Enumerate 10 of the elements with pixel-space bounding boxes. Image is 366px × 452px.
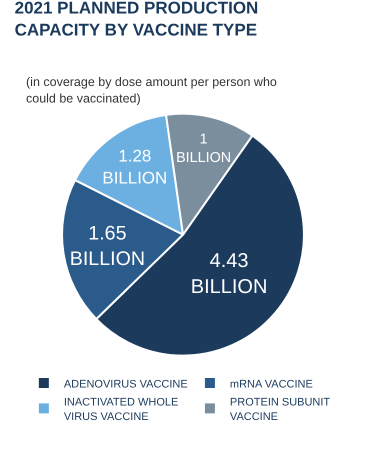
legend-label: mRNA VACCINE (230, 378, 313, 390)
legend-label: INACTIVATED WHOLE VIRUS VACCINE (64, 396, 178, 423)
chart-subtitle: (in coverage by dose amount per person who could be vaccinated) (26, 75, 277, 106)
legend-label: ADENOVIRUS VACCINE (64, 378, 188, 390)
data-label: 4.43 BILLION (190, 250, 268, 298)
data-label: 1.28 BILLION (102, 146, 168, 188)
chart-title: 2021 PLANNED PRODUCTION CAPACITY BY VACCINE TYPE (14, 0, 258, 40)
legend-label: PROTEIN SUBUNIT VACCINE (230, 396, 330, 423)
data-label: 1 BILLION (176, 132, 232, 166)
data-label: 1.65 BILLION (70, 222, 146, 270)
